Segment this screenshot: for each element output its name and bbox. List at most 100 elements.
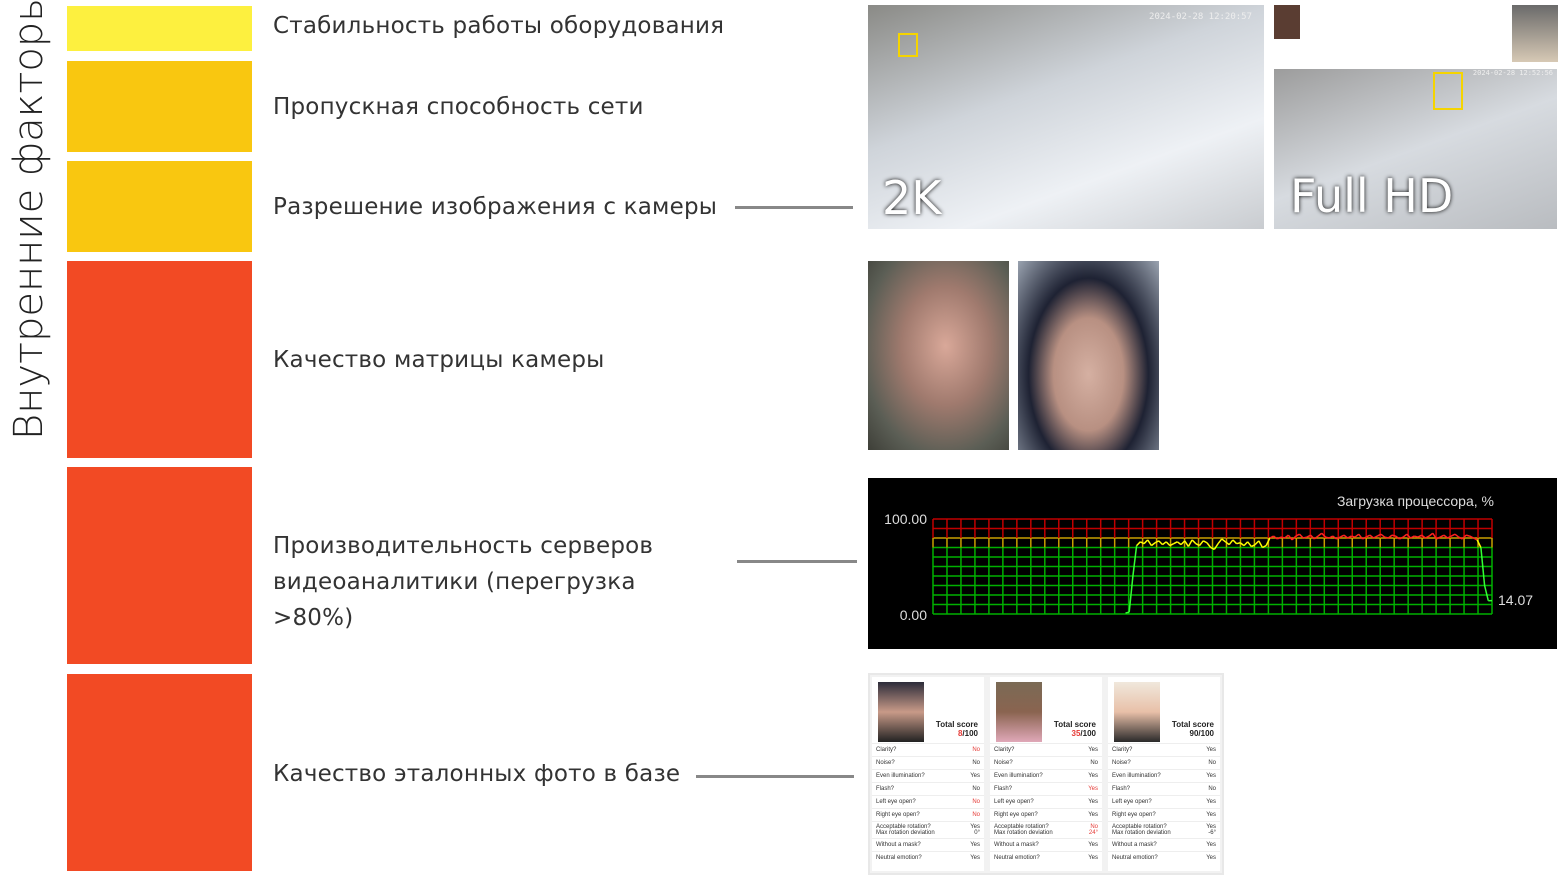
score-value: 35	[1071, 729, 1081, 738]
cpu-series-segment	[1202, 540, 1208, 544]
cpu-series-segment	[1343, 534, 1349, 539]
face-crop-sharp	[868, 261, 1009, 450]
cpu-series-segment	[1139, 541, 1145, 545]
check-row: Noise? No	[990, 756, 1102, 769]
check-row: Acceptable rotation? Max rotation deviat…	[990, 821, 1102, 838]
cpu-series-segment	[1369, 534, 1374, 539]
cpu-series-segment	[1373, 535, 1378, 539]
cpu-series-segment	[1339, 534, 1345, 538]
check-value: Yes	[1088, 855, 1098, 861]
cpu-series-segment	[1232, 539, 1238, 545]
timestamp: 2024-02-28 12:20:57	[1149, 12, 1252, 22]
cpu-series-segment	[1176, 541, 1182, 546]
cpu-series-segment	[1421, 534, 1426, 539]
check-value: No	[1090, 760, 1098, 766]
total-score: Total score 90/100	[1172, 720, 1214, 738]
face-thumb	[1274, 5, 1300, 39]
check-label: Clarity?	[1112, 747, 1133, 753]
cpu-series-segment	[1414, 535, 1419, 538]
cpu-series-segment	[1265, 537, 1271, 546]
cpu-series-segment	[1136, 541, 1141, 547]
check-value: Yes 0°	[970, 824, 980, 836]
cpu-series-segment	[1439, 534, 1445, 538]
check-label: Right eye open?	[876, 812, 920, 818]
check-value: Yes	[1088, 842, 1098, 848]
check-label: Left eye open?	[994, 799, 1034, 805]
connector-line	[696, 775, 854, 778]
check-label: Clarity?	[994, 747, 1015, 753]
check-row: Right eye open? Yes	[990, 808, 1102, 821]
check-row: Clarity? Yes	[990, 743, 1102, 756]
cpu-series-segment	[1313, 535, 1319, 540]
total-score: Total score 35/100	[1054, 720, 1096, 738]
check-label: Neutral emotion?	[876, 855, 922, 861]
cpu-series-segment	[1306, 534, 1311, 538]
check-row: Acceptable rotation? Max rotation deviat…	[872, 821, 984, 838]
check-value: Yes	[1206, 855, 1216, 861]
cpu-series-segment	[1425, 535, 1430, 539]
cpu-series-segment	[1150, 542, 1156, 547]
score-max: /100	[1080, 729, 1096, 738]
timestamp: 2024-02-28 12:52:56	[1472, 69, 1553, 77]
cpu-series-segment	[1483, 585, 1490, 601]
resolution-label: Full HD	[1290, 169, 1454, 223]
cpu-series-segment	[1376, 533, 1382, 537]
check-row: Noise? No	[1108, 756, 1220, 769]
factor-bar-equipment	[67, 6, 252, 51]
check-label: Flash?	[1112, 786, 1131, 792]
cpu-series-segment	[1191, 539, 1197, 545]
total-score-label: Total score	[1053, 720, 1096, 729]
cpu-series-segment	[1469, 535, 1474, 539]
cpu-series-segment	[1284, 534, 1289, 539]
cpu-series-segment	[1165, 541, 1171, 547]
cpu-series-segment	[1406, 533, 1412, 539]
factor-bar-servers	[67, 467, 252, 664]
cpu-series-segment	[1187, 539, 1193, 547]
cpu-series-segment	[1432, 532, 1438, 540]
check-label: Without a mask?	[876, 842, 921, 848]
face-box	[898, 33, 918, 57]
check-value: No	[972, 786, 980, 792]
score-value: 90	[1189, 729, 1199, 738]
cpu-series-segment	[1258, 540, 1264, 548]
cpu-series-segment	[1410, 535, 1415, 539]
check-row: Flash? Yes	[990, 782, 1102, 795]
cpu-series-segment	[1347, 535, 1352, 539]
check-value: No 24°	[1088, 824, 1098, 836]
check-value: Yes	[970, 855, 980, 861]
score-max: /100	[962, 729, 978, 738]
check-label: Noise?	[876, 760, 895, 766]
cpu-series-segment	[1325, 536, 1330, 539]
camera-photo-fullhd: 2024-02-28 12:52:56 Full HD	[1274, 69, 1557, 229]
cpu-series-segment	[1336, 536, 1341, 540]
cpu-series-segment	[1395, 535, 1400, 540]
check-label: Even illumination?	[876, 773, 925, 779]
cpu-series-segment	[1458, 536, 1463, 540]
factor-bar-network	[67, 61, 252, 152]
check-row: Clarity? Yes	[1108, 743, 1220, 756]
cpu-series-segment	[1217, 538, 1223, 545]
cpu-series-segment	[1447, 535, 1452, 539]
check-label: Acceptable rotation? Max rotation deviat…	[994, 824, 1053, 836]
check-label: Neutral emotion?	[994, 855, 1040, 861]
cpu-series-segment	[1399, 536, 1404, 540]
check-value: No	[972, 812, 980, 818]
cpu-series-segment	[1195, 543, 1200, 547]
cpu-series-segment	[1332, 535, 1337, 540]
cpu-series-segment	[1298, 533, 1304, 539]
cpu-series-segment	[1280, 536, 1285, 539]
check-row: Neutral emotion? Yes	[1108, 851, 1220, 864]
check-row: Neutral emotion? Yes	[990, 851, 1102, 864]
check-value: Yes	[1206, 773, 1216, 779]
current-value-label: 14.07	[1498, 592, 1533, 608]
factor-label: Качество матрицы камеры	[273, 347, 605, 373]
check-row: Clarity? No	[872, 743, 984, 756]
check-value: Yes	[1206, 842, 1216, 848]
cpu-series-segment	[1269, 535, 1274, 539]
check-label: Right eye open?	[994, 812, 1038, 818]
check-value: No	[972, 760, 980, 766]
check-value: Yes	[1206, 812, 1216, 818]
check-label: Without a mask?	[994, 842, 1039, 848]
score-value: 8	[957, 729, 963, 738]
reference-face-photo	[1114, 682, 1160, 742]
